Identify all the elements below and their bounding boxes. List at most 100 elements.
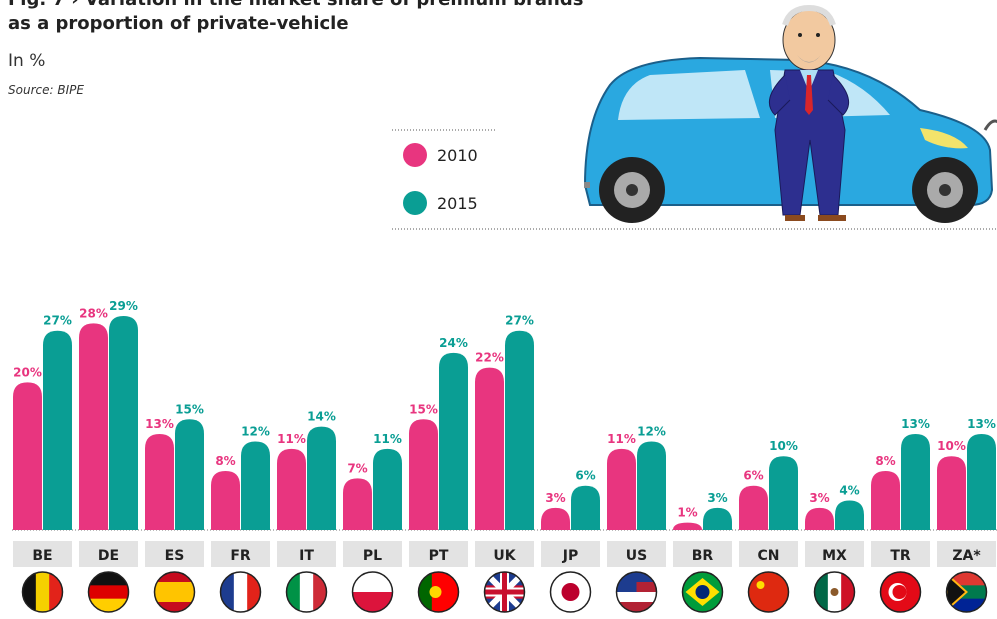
x-tick-label: CN <box>758 548 780 564</box>
value-label: 8% <box>215 454 235 468</box>
category-box <box>541 541 600 567</box>
value-label: 13% <box>967 417 996 431</box>
flag-cross <box>484 572 525 612</box>
legend-label: 2015 <box>437 194 478 213</box>
flag-stripe <box>286 572 301 612</box>
bar <box>79 323 108 530</box>
flag <box>483 571 526 613</box>
flag-stripe <box>814 572 829 612</box>
value-label: 22% <box>475 351 504 365</box>
category-box <box>673 541 732 567</box>
value-label: 11% <box>373 432 402 446</box>
flag <box>219 571 262 613</box>
flag <box>615 571 658 613</box>
flag <box>153 571 196 613</box>
flag-border <box>417 571 460 613</box>
flag-body <box>880 572 921 612</box>
flag <box>351 571 394 613</box>
x-tick-label: MX <box>822 548 847 564</box>
value-label: 6% <box>743 469 763 483</box>
bar <box>637 441 666 530</box>
value-label: 11% <box>277 432 306 446</box>
flag-body <box>550 572 591 612</box>
flag-stripe <box>299 572 314 612</box>
legend-label: 2010 <box>437 146 478 165</box>
category-box <box>607 541 666 567</box>
category-box <box>343 541 402 567</box>
flag-stripe <box>616 602 657 612</box>
x-tick-label: TR <box>890 548 911 564</box>
category-box <box>475 541 534 567</box>
flag-border <box>945 571 988 613</box>
flag <box>285 571 328 613</box>
flag-border <box>219 571 262 613</box>
flag-emblem <box>429 586 442 598</box>
flag-border <box>87 571 130 613</box>
bar <box>937 456 966 530</box>
flag-stripe <box>88 585 129 600</box>
bar <box>307 426 336 530</box>
flag-sun <box>561 583 580 601</box>
bar <box>967 434 996 530</box>
category-box <box>871 541 930 567</box>
bar <box>373 448 402 530</box>
bar <box>871 470 900 530</box>
value-label: 10% <box>769 439 798 453</box>
flag <box>681 571 724 613</box>
value-label: 20% <box>13 365 42 379</box>
bar <box>13 382 42 530</box>
bar <box>835 500 864 530</box>
flag-border <box>549 571 592 613</box>
bar <box>211 470 240 530</box>
value-label: 15% <box>175 402 204 416</box>
value-label: 1% <box>677 506 697 520</box>
flag-body <box>682 572 723 612</box>
bar <box>277 448 306 530</box>
value-label: 3% <box>707 491 727 505</box>
flag-stripe <box>154 592 195 603</box>
value-label: 27% <box>43 314 72 328</box>
x-tick-label: ZA* <box>952 548 981 564</box>
bar <box>475 367 504 530</box>
category-box <box>211 541 270 567</box>
flag-moon <box>892 585 907 599</box>
x-tick-label: ES <box>165 548 185 564</box>
category-box <box>277 541 336 567</box>
flag-stripe <box>22 572 37 612</box>
value-label: 4% <box>839 483 859 497</box>
bar <box>43 330 72 530</box>
flag <box>87 571 130 613</box>
flag-stripe <box>616 592 657 603</box>
flag-border <box>681 571 724 613</box>
flag-body <box>748 572 789 612</box>
bar <box>673 522 702 530</box>
bar <box>805 507 834 530</box>
category-box <box>13 541 72 567</box>
x-tick-label: DE <box>98 548 119 564</box>
flag-border <box>21 571 64 613</box>
flag-stripe <box>220 572 235 612</box>
x-tick-label: US <box>626 548 647 564</box>
subtitle: In % <box>8 51 45 71</box>
bar <box>409 419 438 530</box>
man-illustration <box>768 4 850 221</box>
flag-stripe <box>352 592 393 612</box>
bar <box>571 485 600 530</box>
flag <box>747 571 790 613</box>
bar <box>145 434 174 530</box>
bar <box>505 330 534 530</box>
bar <box>109 315 138 530</box>
x-tick-label: UK <box>493 548 516 564</box>
flag-stripe <box>352 572 393 593</box>
flag <box>945 571 988 613</box>
legend-swatch <box>403 191 427 215</box>
flag-stripe <box>35 572 50 612</box>
bar <box>241 441 270 530</box>
flag-stripe <box>154 602 195 612</box>
value-label: 11% <box>607 432 636 446</box>
bar <box>439 352 468 530</box>
flag-star <box>756 581 765 589</box>
flag-border <box>285 571 328 613</box>
value-label: 10% <box>937 439 966 453</box>
value-label: 6% <box>575 469 595 483</box>
